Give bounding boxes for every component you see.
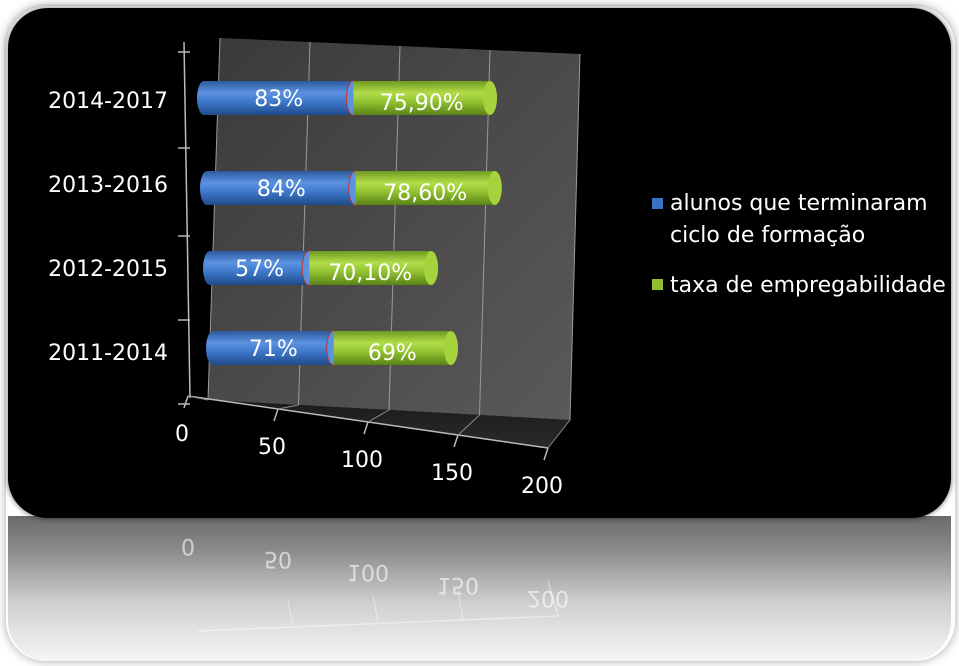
bar-left-cap (197, 81, 211, 115)
reflected-x-tick-label: 0 (181, 533, 195, 558)
chart-reflection: 0 50 100 150 200 (8, 516, 951, 661)
bar-end-cap (424, 251, 439, 285)
bar-end-cap (487, 171, 502, 205)
x-tick-label: 0 (175, 422, 189, 447)
data-label: 57% (235, 257, 284, 282)
y-axis-line (183, 41, 191, 399)
chart-floor (188, 396, 570, 448)
data-label: 84% (257, 177, 306, 202)
x-tick-mark (273, 408, 279, 422)
bar-left-cap (206, 331, 220, 365)
legend: alunos que terminaram ciclo de formação … (652, 191, 946, 298)
reflected-x-tick-label: 50 (264, 546, 292, 571)
legend-swatch-series2 (652, 279, 663, 290)
reflected-tick-labels: 0 50 100 150 200 (181, 533, 569, 610)
data-label: 78,60% (383, 181, 467, 206)
bar-segment (213, 331, 334, 365)
x-tick-label: 200 (521, 474, 563, 499)
x-tick-label: 50 (258, 435, 286, 460)
category-label: 2011-2014 (48, 341, 168, 366)
reflected-axis (197, 580, 559, 632)
bar-segment (333, 331, 451, 365)
x-tick-label: 150 (431, 461, 473, 486)
legend-label-series2: taxa de empregabilidade (670, 273, 946, 298)
reflection-svg: 0 50 100 150 200 (181, 533, 569, 632)
bar-segment (309, 251, 432, 285)
gridline (569, 53, 581, 421)
legend-label-series1-line1: alunos que terminaram (670, 191, 928, 216)
bar-end-cap (483, 81, 498, 115)
x-tick-mark (543, 447, 549, 461)
category-label: 2012-2015 (48, 257, 168, 282)
bar-segment (210, 251, 310, 285)
chart-panel: 0 50 100 150 200 71% 69% 57% 70,10% 84% 78,60% 83%… (8, 8, 951, 518)
data-label: 71% (249, 337, 298, 362)
legend-label-series1-line2: ciclo de formação (670, 223, 865, 248)
x-tick-label: 100 (341, 448, 383, 473)
bar-segment (353, 81, 491, 115)
bar-left-cap (200, 171, 214, 205)
bars: 71% 69% 57% 70,10% 84% 78,60% 83% 75,90% (197, 80, 502, 366)
bar-segment (355, 171, 495, 205)
floor-gridline (367, 409, 390, 423)
bar-end-cap (444, 331, 458, 365)
category-labels: 2011-2014 2012-2015 2013-2016 2014-2017 (48, 89, 168, 366)
reflected-x-tick-label: 150 (437, 572, 479, 597)
category-label: 2013-2016 (48, 173, 168, 198)
y-axis-ticks (178, 51, 190, 405)
floor-gridline (187, 395, 209, 401)
x-axis-ticks: 0 50 100 150 200 (175, 395, 563, 499)
data-label: 83% (254, 87, 303, 112)
data-label: 69% (368, 341, 417, 366)
reflected-x-tick-label: 100 (347, 559, 389, 584)
category-label: 2014-2017 (48, 89, 168, 114)
data-label: 70,10% (328, 261, 412, 286)
x-tick-mark (363, 421, 369, 435)
reflected-x-tick-label: 200 (527, 585, 569, 610)
floor-gridline (277, 404, 299, 410)
legend-swatch-series1 (652, 198, 663, 209)
floor-gridline (547, 419, 571, 449)
bar-segment (204, 81, 354, 115)
floor-gridline (457, 414, 480, 436)
x-tick-mark (183, 395, 189, 409)
bar-chart: 0 50 100 150 200 71% 69% 57% 70,10% 84% 78,60% 83%… (48, 37, 946, 499)
bar-segment (207, 171, 356, 205)
x-tick-mark (453, 434, 459, 448)
data-label: 75,90% (380, 91, 464, 116)
bar-left-cap (203, 251, 217, 285)
